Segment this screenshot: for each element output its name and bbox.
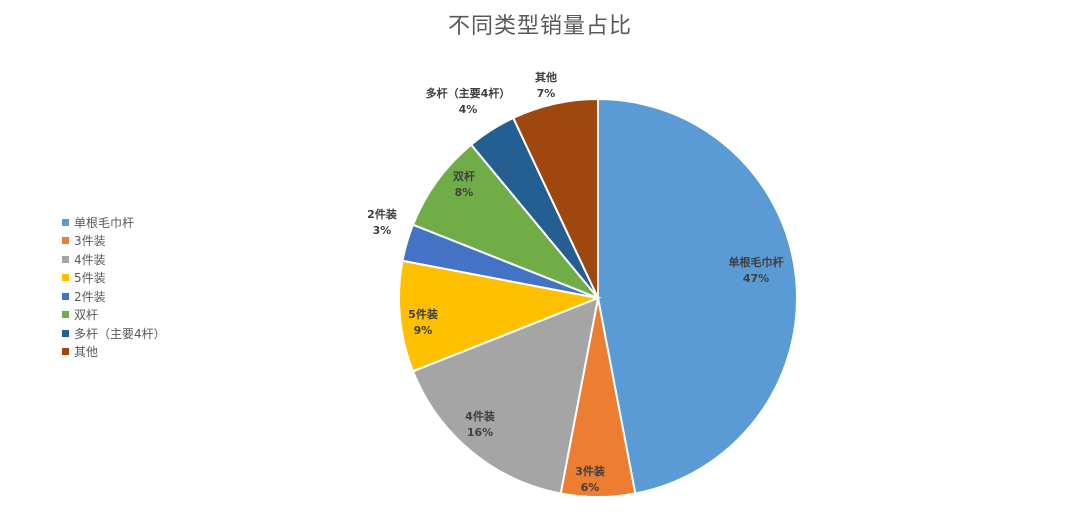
pie-slice: [411, 296, 600, 495]
legend-swatch: [62, 329, 69, 337]
slice-percent-label: 7%: [537, 87, 556, 100]
legend-swatch: [62, 255, 69, 263]
slice-category-label: 4件装: [465, 409, 495, 423]
chart-legend: 单根毛巾杆 3件装 4件装 5件装 2件装双杆多杆（主要4杆） 其他: [62, 213, 166, 361]
legend-swatch: [62, 274, 69, 282]
legend-item: 双杆: [62, 306, 166, 325]
slice-category-label: 5件装: [408, 307, 438, 321]
legend-label: 单根毛巾杆: [74, 215, 135, 230]
legend-label: 3件装: [74, 234, 106, 249]
pie-slice: [511, 97, 599, 299]
slice-category-label: 其他: [535, 70, 557, 84]
legend-swatch: [62, 311, 69, 319]
legend-swatch: [62, 218, 69, 226]
slice-category-label: 多杆（主要4杆）: [426, 86, 511, 100]
slice-category-label: 单根毛巾杆: [729, 255, 784, 269]
pie-slice: [411, 143, 599, 299]
legend-swatch: [62, 292, 69, 300]
legend-item: 2件装: [62, 287, 166, 306]
legend-label: 5件装: [74, 271, 106, 286]
slice-percent-label: 9%: [414, 324, 433, 337]
legend-label: 4件装: [74, 252, 106, 267]
slice-percent-label: 3%: [373, 224, 392, 237]
legend-label: 2件装: [74, 289, 106, 304]
legend-item: 其他: [62, 343, 166, 362]
legend-item: 4件装: [62, 250, 166, 269]
slice-percent-label: 8%: [455, 186, 474, 199]
slice-percent-label: 16%: [467, 426, 493, 439]
pie-slice: [597, 97, 798, 495]
slice-percent-label: 6%: [581, 481, 600, 494]
legend-item: 5件装: [62, 269, 166, 288]
slice-percent-label: 4%: [459, 103, 478, 116]
legend-item: 单根毛巾杆: [62, 213, 166, 232]
slice-category-label: 3件装: [575, 464, 605, 478]
chart-title: 不同类型销量占比: [447, 14, 632, 39]
legend-swatch: [62, 237, 69, 245]
pie-slice: [398, 259, 602, 373]
legend-label: 双杆: [74, 308, 99, 323]
legend-label: 多杆（主要4杆）: [74, 326, 166, 341]
slice-percent-label: 47%: [743, 272, 769, 285]
slice-category-label: 2件装: [367, 207, 397, 221]
slice-category-label: 双杆: [453, 169, 475, 183]
legend-item: 多杆（主要4杆）: [62, 324, 166, 343]
legend-swatch: [62, 348, 69, 356]
legend-item: 3件装: [62, 232, 166, 251]
legend-label: 其他: [74, 345, 99, 360]
